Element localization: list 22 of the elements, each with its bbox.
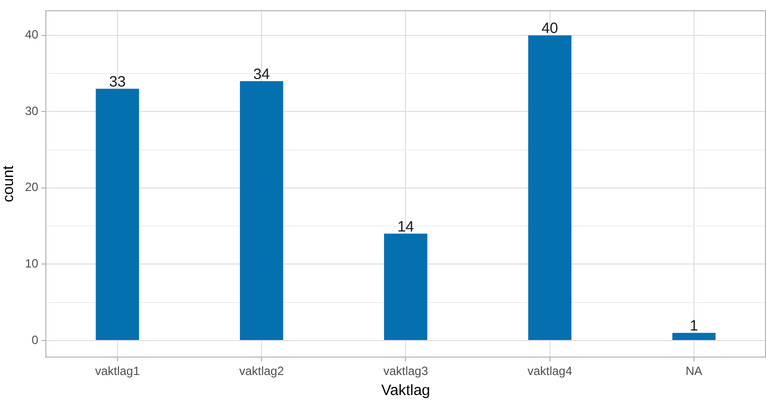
bar [528, 35, 572, 340]
data-label: 1 [690, 317, 698, 334]
x-tick-label: vaktlag1 [95, 364, 140, 378]
y-tick-label: 10 [24, 256, 39, 270]
bar [672, 332, 716, 340]
data-label: 14 [397, 218, 414, 236]
data-label: 40 [541, 20, 558, 38]
y-tick-label: 0 [32, 332, 39, 347]
bar [384, 234, 428, 340]
x-tick-label: NA [686, 364, 702, 378]
y-axis-title: count [0, 164, 18, 202]
x-tick-label: vaktlag2 [239, 364, 284, 378]
data-label: 34 [253, 66, 270, 83]
bar [240, 81, 284, 340]
y-tick-label: 20 [24, 180, 39, 194]
bar [96, 88, 140, 340]
y-tick-label: 40 [24, 28, 39, 42]
x-axis-title: Vaktlag [381, 382, 430, 400]
data-label: 33 [109, 73, 126, 90]
x-tick-label: vaktlag3 [383, 364, 428, 378]
x-tick-label: vaktlag4 [527, 364, 572, 378]
y-tick-label: 30 [24, 104, 39, 118]
